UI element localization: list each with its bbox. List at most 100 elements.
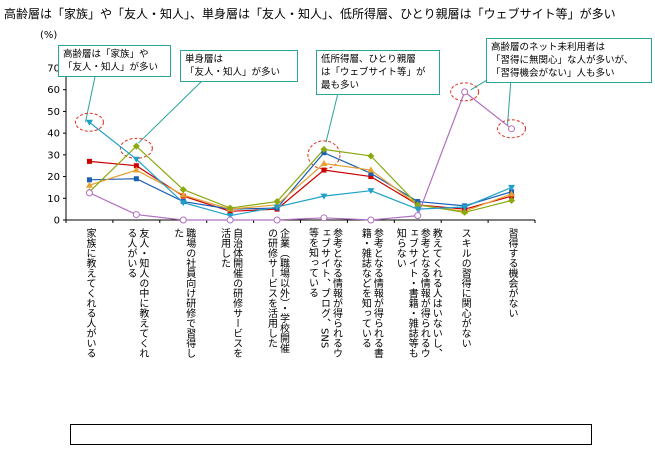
highlight-ellipse	[497, 119, 527, 139]
data-point	[320, 160, 328, 167]
data-point	[179, 191, 187, 198]
callout-line: 「習得機会がない」人も多い	[491, 68, 615, 79]
y-tick-label: 40	[47, 129, 60, 140]
callout-lowincome-web: 低所得層、ひとり親層 は「ウェブサイト等」が 最も多い	[316, 50, 440, 95]
data-point	[85, 189, 93, 197]
series-line	[89, 121, 512, 217]
data-point	[414, 201, 422, 209]
data-point	[320, 214, 328, 222]
callout-line: 「習得に無関心」な人が多いが、	[491, 55, 634, 66]
x-tick-label: 友人・知人の中に教えてくれる人がいる	[125, 227, 149, 358]
x-tick-label-segment: 教えてくれる人はいないし、	[430, 227, 442, 358]
x-tick-label-segment: 知らない	[394, 227, 406, 268]
x-tick-label-segment: 活用した	[219, 228, 231, 268]
data-point	[461, 208, 469, 216]
callout-line: 高齢層は「家族」や	[63, 49, 149, 60]
data-point	[461, 88, 469, 96]
x-tick-label: スキルの習得に関心がない	[459, 228, 471, 348]
y-tick-label: 10	[47, 194, 60, 205]
highlight-ellipse	[74, 112, 104, 132]
data-point	[508, 196, 516, 204]
callout-line: は「ウェブサイト等」が	[321, 67, 426, 78]
callout-line: 「友人・知人」が多い	[185, 67, 281, 78]
x-tick-label-segment: 参考となる情報が得られるウ	[330, 227, 342, 358]
data-point	[368, 174, 374, 180]
data-point	[367, 216, 375, 224]
callout-line: 低所得層、ひとり親層	[321, 54, 416, 65]
callout-elderly-family: 高齢層は「家族」や 「友人・知人」が多い	[58, 45, 171, 77]
y-tick-label: 30	[47, 150, 60, 161]
x-tick-label-segment: ェブサイト・書籍・雑誌等も	[406, 228, 418, 358]
data-point	[461, 204, 469, 211]
x-tick-label-segment: 自治体開催の研修サービスを	[231, 227, 243, 358]
x-tick-label-segment: 企業（職場以外）・学校開催	[278, 227, 290, 354]
data-point	[132, 166, 140, 173]
data-point	[367, 152, 375, 160]
data-point	[320, 145, 328, 153]
x-tick-label-segment: ェブサイト、ブログ、SNS	[318, 228, 330, 348]
highlight-ellipse	[307, 140, 341, 170]
data-point	[273, 204, 281, 211]
y-axis-unit: (%)	[40, 30, 57, 41]
y-tick-label: 70	[47, 64, 60, 75]
y-tick-label: 0	[54, 216, 60, 227]
x-tick-label-segment: 家族に教えてくれる人がいる	[84, 227, 96, 358]
callout-line: 最も多い	[321, 80, 360, 91]
data-point	[85, 181, 93, 188]
data-point	[86, 177, 92, 183]
callout-elderly-offline: 高齢層のネット未利用者は 「習得に無関心」な人が多いが、 「習得機会がない」人も…	[486, 38, 652, 83]
y-tick-label: 20	[47, 172, 60, 183]
highlight-ellipse	[450, 82, 480, 102]
data-point	[179, 186, 187, 194]
data-point	[367, 166, 375, 173]
data-point	[226, 216, 234, 224]
data-point	[85, 119, 93, 126]
highlight-ellipses	[74, 82, 527, 170]
x-tick-label-segment: 友人・知人の中に教えてくれ	[137, 227, 149, 358]
callout-line: 「友人・知人」が多い	[63, 62, 159, 73]
callout-connector	[325, 92, 339, 143]
x-tick-label: 教えてくれる人はいないし、参考となる情報が得られるウェブサイト・書籍・雑誌等も知…	[394, 227, 442, 358]
data-point	[132, 142, 140, 150]
x-tick-label-segment: 籍・雑誌などを知っている	[359, 227, 371, 348]
x-tick-label-segment: 参考となる情報が得られる書	[371, 227, 383, 358]
x-tick-label: 企業（職場以外）・学校開催の研修サービスを活用した	[266, 227, 290, 354]
x-tick-label-segment: 参考となる情報が得られるウ	[418, 227, 430, 358]
data-point	[179, 200, 187, 207]
x-tick-label-segment: 習得する機会がない	[506, 228, 518, 318]
data-point	[133, 176, 139, 182]
x-tick-label-segment: の研修サービスを活用した	[266, 228, 278, 348]
data-point	[179, 216, 187, 224]
data-point	[133, 163, 139, 169]
data-point	[508, 184, 516, 191]
data-point	[226, 204, 234, 212]
x-tick-label-segment: る人がいる	[125, 228, 137, 278]
data-point	[320, 193, 328, 200]
data-point	[132, 211, 140, 219]
series-line	[89, 151, 512, 210]
data-point	[508, 125, 516, 133]
x-tick-labels: 家族に教えてくれる人がいる 友人・知人の中に教えてくれる人がいる 職場の社員向け研修…	[84, 227, 518, 358]
data-point	[273, 198, 281, 206]
data-point	[321, 167, 327, 173]
legend	[70, 424, 592, 445]
x-tick-label-segment: 等を知っている	[306, 227, 318, 298]
callout-line: 単身層は	[185, 54, 224, 65]
callout-single-friends: 単身層は 「友人・知人」が多い	[180, 50, 298, 82]
data-point	[368, 170, 374, 176]
x-tick-label: 家族に教えてくれる人がいる	[84, 227, 96, 358]
x-tick-label-segment: た	[172, 228, 183, 238]
data-point	[414, 212, 422, 220]
y-tick-label: 60	[47, 85, 60, 96]
x-tick-label: 習得する機会がない	[506, 228, 518, 318]
data-point	[508, 190, 516, 197]
data-point	[132, 156, 140, 163]
series-line	[89, 90, 512, 221]
y-tick-label: 50	[47, 107, 60, 118]
data-point	[273, 216, 281, 224]
chart-title: 高齢層は「家族」や「友人・知人」、単身層は「友人・知人」、低所得層、ひとり親層は…	[4, 7, 616, 21]
x-tick-label-segment: 職場の社員向け研修で習得し	[184, 228, 196, 358]
data-point	[367, 188, 375, 195]
axes: 0 10 20 30 40 50 60 70 (%)	[40, 30, 536, 227]
series-lines	[89, 90, 512, 221]
